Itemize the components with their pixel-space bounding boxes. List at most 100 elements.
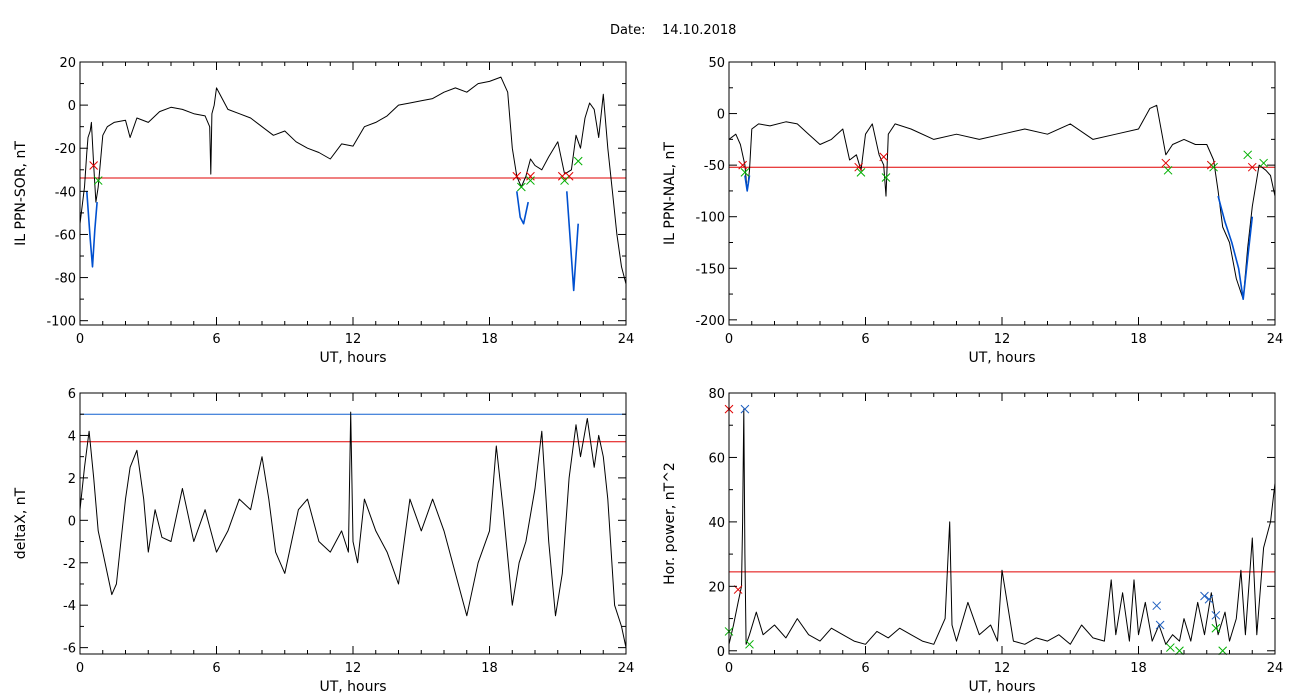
deltax-y-tick-label: -6 [63,642,76,657]
deltax-x-axis-label: UT, hours [319,679,386,695]
marker-stroke [1209,162,1218,172]
nal-y-tick-label: -50 [704,159,725,174]
sor-marker-1-3 [560,176,569,185]
power-marker-1-0 [740,404,750,414]
marker-stroke [93,176,103,185]
power-marker-1-2 [1155,620,1165,630]
marker-stroke [526,176,535,185]
nal-x-tick-label: 6 [861,332,869,347]
nal-y-tick-label: -100 [695,211,725,226]
sor-marker-0-2 [526,171,535,181]
deltax-y-tick-label: -4 [63,599,76,614]
nal-x-tick-label: 18 [1130,332,1147,347]
sor-series-line-0 [79,76,627,285]
deltax-y-tick-label: 6 [68,387,76,402]
deltax-y-tick-label: 4 [68,429,76,444]
sor-y-tick-label: -80 [55,272,76,287]
sor-marker-1-2 [526,176,535,185]
sor-marker-1-0 [93,176,103,185]
deltax-y-tick-label: 2 [68,472,76,487]
nal-y-tick-label: -200 [695,314,725,329]
power-x-tick-label: 6 [861,661,869,676]
nal-y-axis-label: IL PPN-NAL, nT [662,142,678,245]
marker-stroke [1152,601,1162,611]
power-marker-2-4 [1211,623,1221,633]
power-x-tick-label: 12 [994,661,1011,676]
deltax-x-tick-label: 24 [618,661,635,676]
marker-stroke [1204,594,1214,604]
sor-marker-0-3 [557,171,567,181]
marker-stroke [856,168,866,177]
power-marker-0-1 [733,585,743,594]
nal-marker-0-1 [854,162,864,172]
nal-series-line-1 [744,175,751,192]
marker-stroke [745,639,754,649]
nal-marker-1-2 [881,173,891,182]
nal-x-tick-label: 12 [994,332,1011,347]
marker-stroke [740,404,750,414]
nal-marker-0-3 [1161,158,1171,168]
nal-series-line-2 [1217,195,1254,301]
sor-marker-1-1 [516,182,526,192]
marker-stroke [1161,158,1171,168]
sor-marker-0-1 [512,171,522,181]
power-x-axis-label: UT, hours [968,679,1035,695]
nal-x-tick-label: 0 [725,332,733,347]
marker-stroke [881,173,891,182]
marker-stroke [526,171,535,181]
power-marker-2-1 [745,639,754,649]
nal-x-axis-label: UT, hours [968,350,1035,366]
deltax-y-tick-label: 0 [68,514,76,529]
sor-y-tick-label: -40 [55,185,76,200]
sor-x-tick-label: 12 [345,332,362,347]
nal-y-tick-label: -150 [695,262,725,277]
sor-y-tick-label: -20 [55,142,76,157]
marker-stroke [854,162,864,172]
marker-stroke [1218,646,1228,656]
marker-stroke [560,176,569,185]
sor-x-tick-label: 18 [481,332,498,347]
nal-marker-0-5 [1247,162,1257,172]
marker-stroke [1259,158,1268,168]
deltax-series-line-0 [79,411,627,648]
nal-x-tick-label: 24 [1267,332,1284,347]
power-marker-2-2 [1165,643,1175,652]
sor-marker-0-0 [89,161,99,170]
marker-stroke [738,160,748,170]
power-marker-1-3 [1200,591,1209,601]
marker-stroke [516,182,526,192]
power-x-tick-label: 24 [1267,661,1284,676]
panel-sor: 0 6 12 18 24 -100 -80 -60 -40 -20 0 20 UT, hours IL P… [13,56,634,366]
marker-stroke [512,171,522,181]
power-plot-frame [728,392,1276,655]
marker-stroke [573,156,583,166]
marker-stroke [557,171,567,181]
sor-x-axis-label: UT, hours [319,350,386,366]
sor-y-tick-label: 0 [68,99,76,114]
sor-x-tick-label: 0 [76,332,84,347]
nal-series-line-0 [728,104,1276,300]
marker-stroke [1165,643,1175,652]
power-series-line-0 [728,408,1276,645]
power-y-tick-label: 60 [708,451,725,466]
power-marker-2-3 [1175,646,1184,656]
power-x-tick-label: 18 [1130,661,1147,676]
nal-marker-0-2 [879,152,889,162]
nal-marker-1-1 [856,168,866,177]
sor-marker-1-4 [573,156,583,166]
sor-x-tick-label: 24 [618,332,635,347]
power-marker-1-5 [1211,610,1221,620]
deltax-x-tick-label: 0 [76,661,84,676]
power-y-tick-label: 80 [708,387,725,402]
marker-stroke [1211,623,1221,633]
power-y-tick-label: 40 [708,516,725,531]
power-marker-1-4 [1204,594,1214,604]
nal-plot-frame [728,61,1276,326]
panel-power: 0 6 12 18 24 0 20 40 60 80 UT, hours Hor. power, nT… [662,387,1283,695]
sor-y-tick-label: -60 [55,228,76,243]
nal-marker-1-3 [1163,165,1173,175]
marker-stroke [89,161,99,170]
